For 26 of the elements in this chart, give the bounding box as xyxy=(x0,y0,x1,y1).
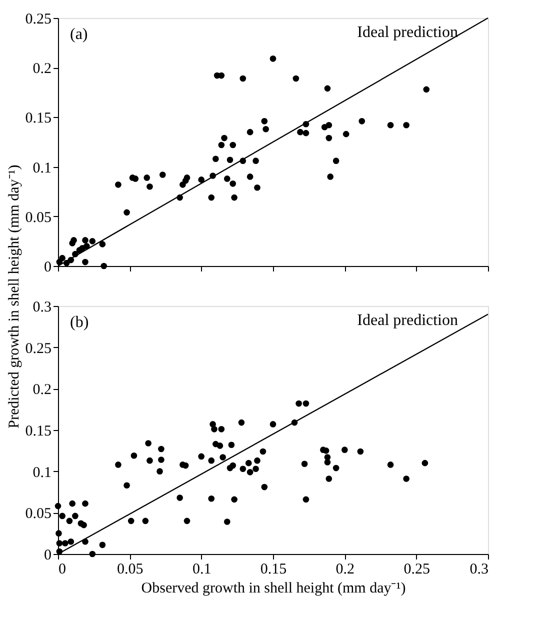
y-tick-label: 0.25 xyxy=(25,340,52,357)
y-tick-label: 0.05 xyxy=(25,506,52,522)
y-tick-label: 0.1 xyxy=(32,160,52,176)
x-tick-label: 0 xyxy=(58,562,66,578)
annotation: Ideal prediction xyxy=(357,24,458,41)
x-tick-label: 0.3 xyxy=(470,562,488,578)
x-tick-label: 0.25 xyxy=(404,562,430,578)
x-tick-label: 0.15 xyxy=(260,562,287,578)
x-tick-label: 0.2 xyxy=(336,562,355,578)
y-tick-label: 0.3 xyxy=(32,300,52,316)
annotation: (a) xyxy=(70,26,88,43)
y-tick-label: 0.2 xyxy=(32,61,52,78)
y-tick-label: 0.15 xyxy=(25,110,52,127)
y-tick-label: 0.1 xyxy=(32,464,52,481)
y-axis-title: Predicted growth in shell height (mm day⁻¹) xyxy=(6,164,22,428)
y-tick-label: 0 xyxy=(44,260,52,276)
annotation: Ideal prediction xyxy=(357,312,458,329)
y-tick-label: 0.2 xyxy=(32,382,52,398)
x-tick-label: 0.05 xyxy=(117,562,144,578)
y-tick-label: 0.25 xyxy=(25,12,52,28)
y-tick-label: 0.05 xyxy=(25,210,52,226)
x-axis-title: Observed growth in shell height (mm day⁻¹) xyxy=(141,580,406,596)
y-tick-label: 0 xyxy=(44,548,52,564)
annotation: (b) xyxy=(70,314,89,331)
x-tick-label: 0.1 xyxy=(192,562,212,578)
y-tick-label: 0.15 xyxy=(25,424,52,440)
